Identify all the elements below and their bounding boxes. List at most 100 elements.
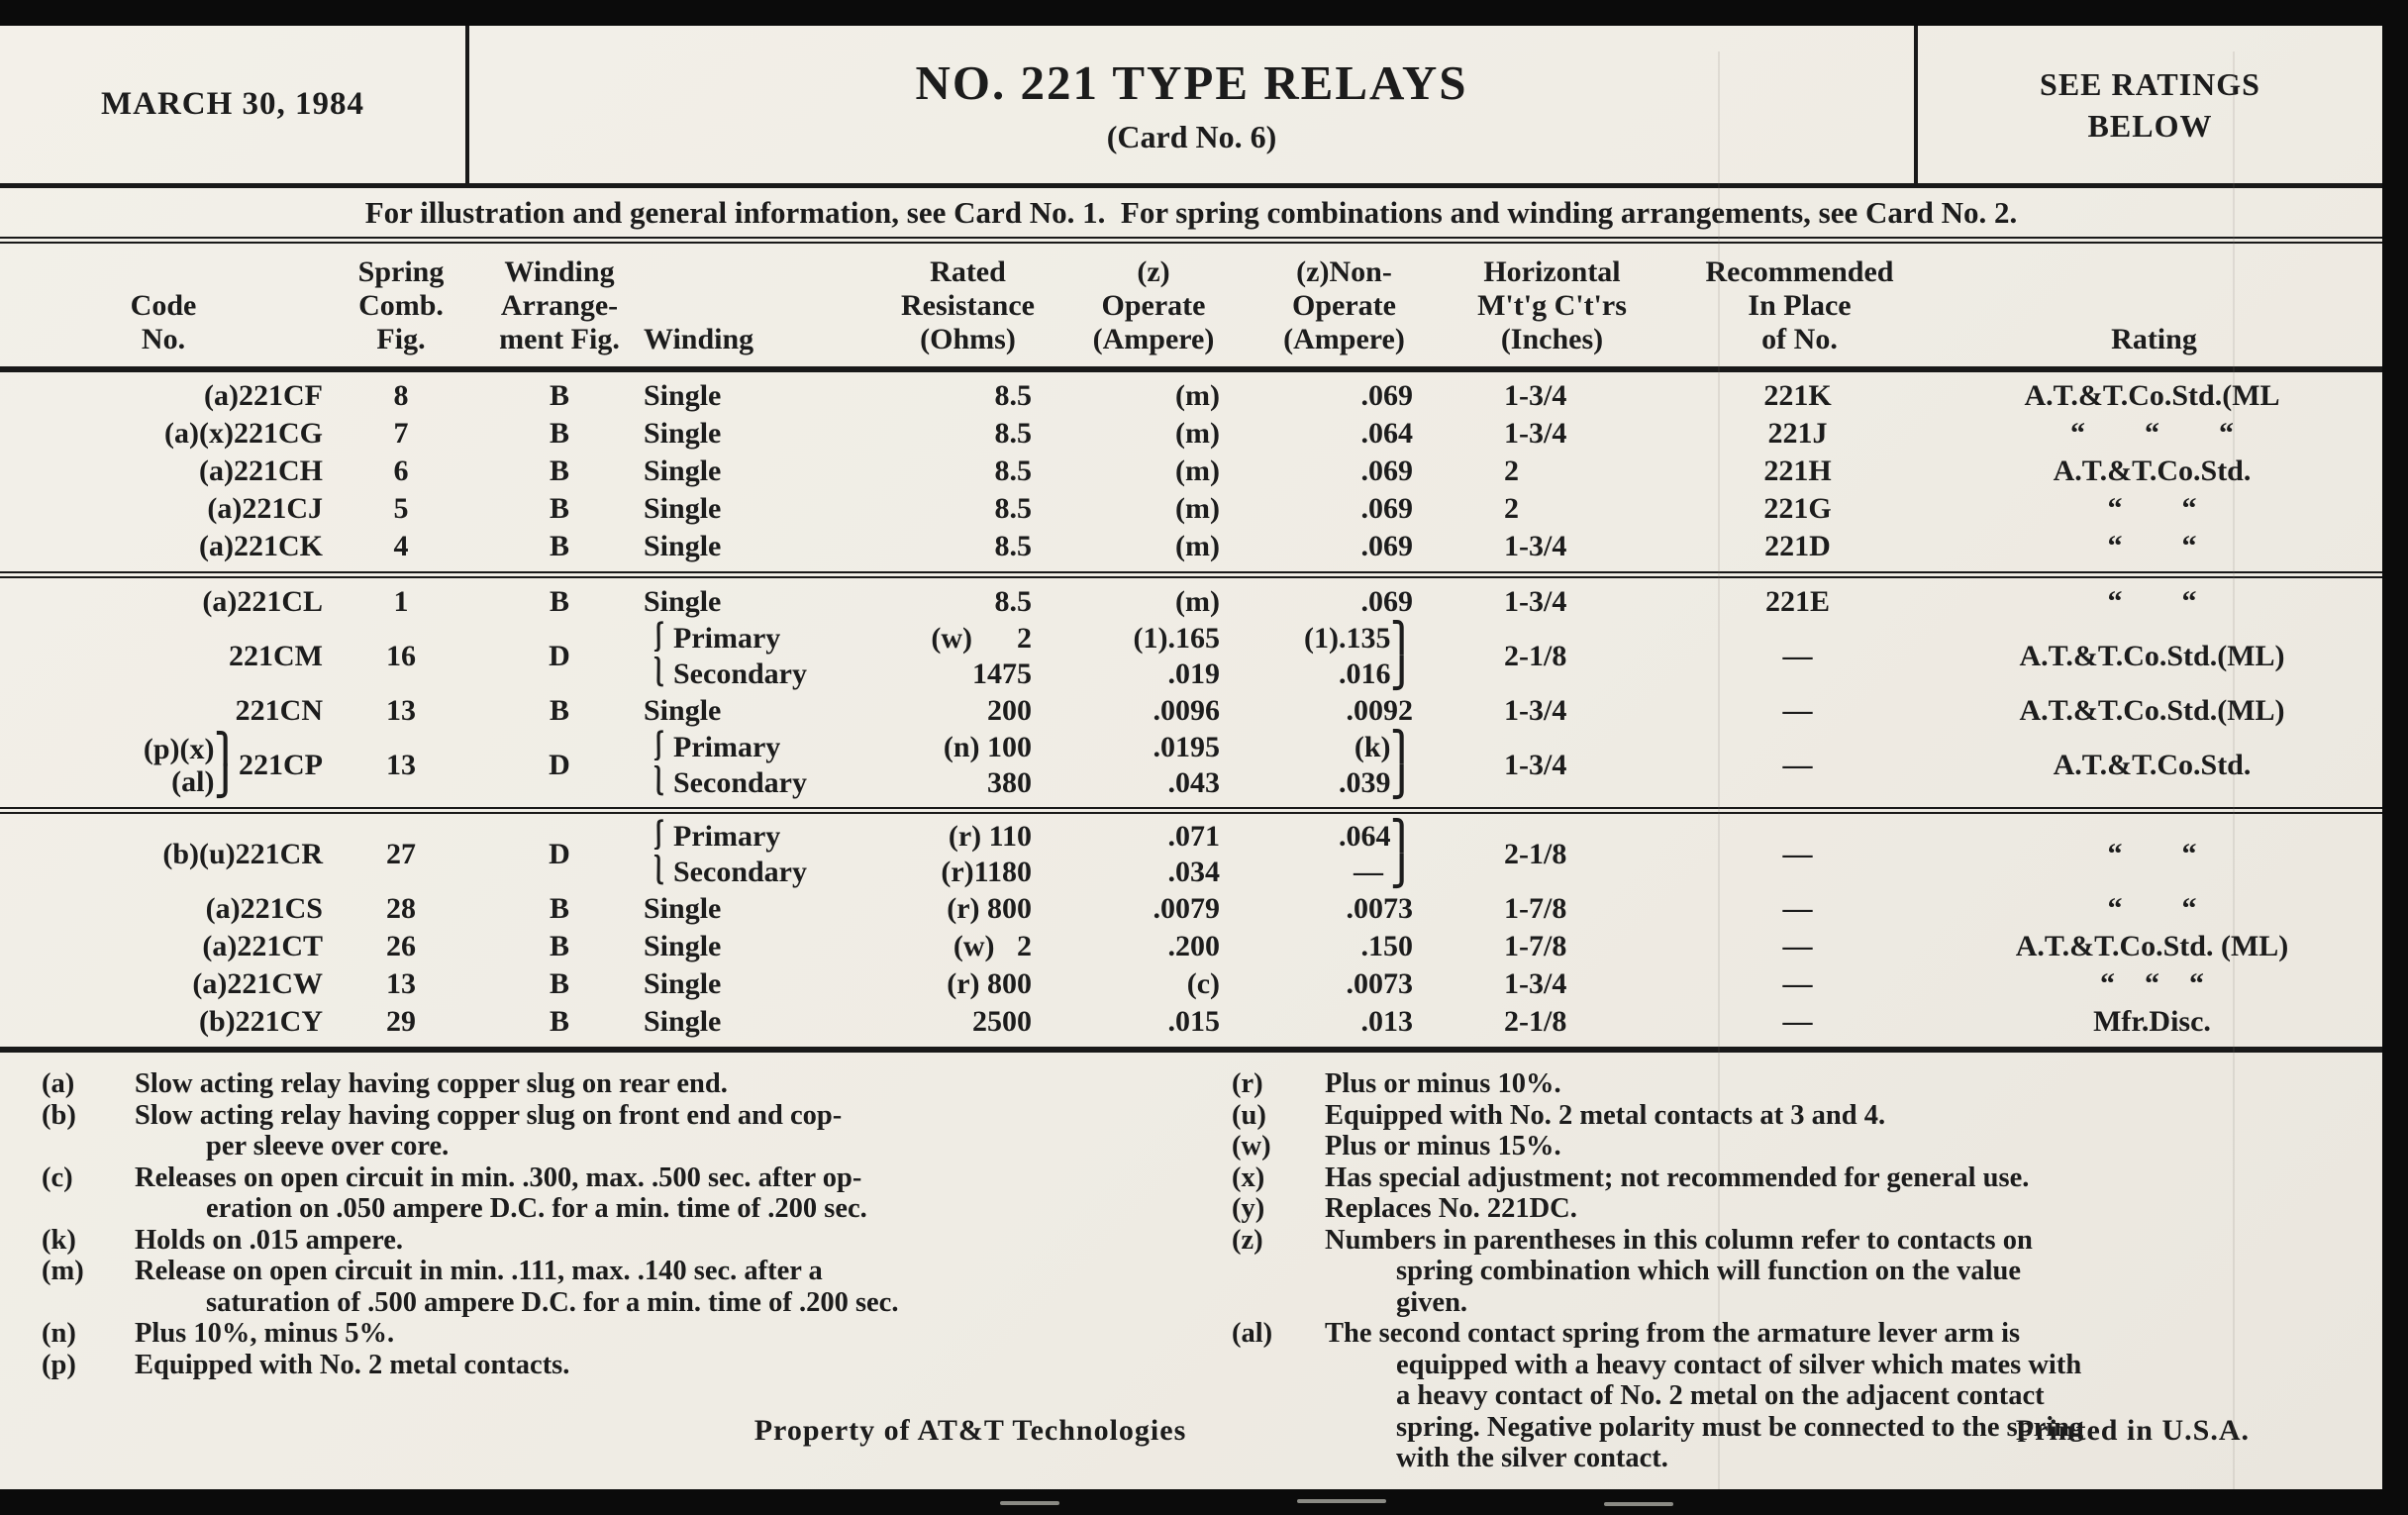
footnote-label: (w) xyxy=(1232,1131,1271,1162)
scan-speck xyxy=(1297,1499,1386,1503)
operate-cell: (m) xyxy=(1175,585,1220,618)
footnote-item: (r) Plus or minus 10%. xyxy=(1232,1068,2349,1100)
col-header-code: Code No. xyxy=(130,289,197,355)
rating-cell: Mfr.Disc. xyxy=(2093,1005,2211,1038)
col-header-operate: (z) Operate (Ampere) xyxy=(1092,255,1215,355)
card-title: NO. 221 TYPE RELAYS xyxy=(915,54,1468,110)
col-header-winding: Winding xyxy=(644,323,754,355)
nonoperate-cell: (1).135⎫ .016⎭ xyxy=(1304,622,1413,690)
ratings-note: SEE RATINGS BELOW xyxy=(2040,65,2260,144)
ratings-note-cell: SEE RATINGS BELOW xyxy=(1918,26,2382,183)
spring-cell: 13 xyxy=(386,967,416,1000)
footnote-text: Plus or minus 10%. xyxy=(1325,1068,1561,1099)
relay-card: MARCH 30, 1984 NO. 221 TYPE RELAYS (Card… xyxy=(0,26,2382,1515)
card-footer: Property of AT&T Technologies Printed in… xyxy=(0,1414,2357,1454)
footer-printed-text: Printed in U.S.A. xyxy=(2015,1414,2250,1447)
resistance-cell: (r) 110 (r)1180 xyxy=(941,820,1032,888)
table-row: (a)221CT 26 B Single (w) 2 .200 .150 1-7… xyxy=(0,928,2382,965)
horizontal-cell: 1-3/4 xyxy=(1504,530,1567,562)
footnote-label: (al) xyxy=(1232,1318,1273,1349)
horizontal-cell: 2-1/8 xyxy=(1504,640,1567,672)
nonoperate-cell: .0092 xyxy=(1346,694,1414,727)
table-row: (a)221CH 6 B Single 8.5 (m) .069 2 221H … xyxy=(0,453,2382,490)
spring-cell: 27 xyxy=(386,838,416,870)
operate-cell: .071 .034 xyxy=(1167,820,1221,888)
rating-cell: “ “ “ xyxy=(2070,417,2234,450)
operate-cell: .0079 xyxy=(1153,892,1221,925)
resistance-cell: (n) 100 380 xyxy=(943,731,1032,799)
rating-cell: A.T.&T.Co.Std. (ML) xyxy=(2015,930,2289,962)
code-cell: (a)221CF xyxy=(204,379,323,412)
operate-cell: (1).165 .019 xyxy=(1133,622,1220,690)
spring-cell: 28 xyxy=(386,892,416,925)
operate-cell: .200 xyxy=(1167,930,1221,962)
footnote-item: (x) Has special adjustment; not recommend… xyxy=(1232,1162,2349,1194)
code-cell: 221CM xyxy=(229,640,323,672)
recommended-cell: — xyxy=(1782,838,1813,870)
winding-cell: Single xyxy=(644,530,722,562)
footnote-text: Has special adjustment; not recommended … xyxy=(1325,1162,2030,1193)
code-cell: (a)221CH xyxy=(199,454,323,487)
resistance-cell: 200 xyxy=(987,694,1032,727)
table-bottom-rule xyxy=(0,1047,2382,1053)
winding-cell: ⎰Primary ⎱Secondary xyxy=(644,820,807,888)
info-text: For illustration and general information… xyxy=(364,194,2018,230)
spring-cell: 6 xyxy=(393,454,409,487)
code-cell: (a)221CL xyxy=(202,585,323,618)
rating-cell: A.T.&T.Co.Std.(ML) xyxy=(2019,640,2285,672)
winding-cell: Single xyxy=(644,417,722,450)
code-cell: (b)(u)221CR xyxy=(162,838,323,870)
operate-cell: (m) xyxy=(1175,379,1220,412)
table-row: (b)221CY 29 B Single 2500 .015 .013 2-1/… xyxy=(0,1003,2382,1041)
rating-cell: A.T.&T.Co.Std.(ML) xyxy=(2019,694,2285,727)
footnote-text: Plus or minus 15%. xyxy=(1325,1131,1561,1162)
card-header: MARCH 30, 1984 NO. 221 TYPE RELAYS (Card… xyxy=(0,26,2382,188)
arrangement-cell: B xyxy=(549,1005,569,1038)
arrangement-cell: B xyxy=(549,930,569,962)
winding-cell: Single xyxy=(644,492,722,525)
nonoperate-cell: .069 xyxy=(1360,454,1414,487)
footnote-label: (b) xyxy=(42,1099,76,1131)
nonoperate-cell: .064⎫ — ⎭ xyxy=(1339,820,1413,888)
nonoperate-cell: .013 xyxy=(1360,1005,1414,1038)
operate-cell: (m) xyxy=(1175,417,1220,450)
recommended-cell: — xyxy=(1782,749,1813,781)
spring-cell: 7 xyxy=(393,417,409,450)
table-group: (a)221CL 1 B Single 8.5 (m) .069 1-3/4 2… xyxy=(0,578,2382,807)
footnote-item: (a) Slow acting relay having copper slug … xyxy=(42,1068,1158,1100)
rating-cell: A.T.&T.Co.Std. xyxy=(2053,454,2252,487)
table-row: 221CM 16 D ⎰Primary ⎱Secondary (w) 2 147… xyxy=(0,621,2382,692)
winding-cell: Single xyxy=(644,892,722,925)
operate-cell: (m) xyxy=(1175,492,1220,525)
resistance-cell: (w) 2 xyxy=(953,930,1032,962)
nonoperate-cell: .0073 xyxy=(1346,892,1414,925)
footnote-item: (al) The second contact spring from the a… xyxy=(1232,1318,2349,1474)
table-row: (a)(x)221CG 7 B Single 8.5 (m) .064 1-3/… xyxy=(0,415,2382,453)
nonoperate-cell: .150 xyxy=(1360,930,1414,962)
footnote-label: (p) xyxy=(42,1349,76,1380)
scan-bottom-band xyxy=(0,1489,2408,1515)
footnote-text: Numbers in parentheses in this column re… xyxy=(1325,1224,2033,1318)
footnote-item: (w) Plus or minus 15%. xyxy=(1232,1131,2349,1162)
winding-cell: Single xyxy=(644,694,722,727)
col-header-resistance: Rated Resistance (Ohms) xyxy=(901,255,1035,355)
col-header-horizontal: Horizontal M't'g C't'rs (Inches) xyxy=(1477,255,1627,355)
title-cell: NO. 221 TYPE RELAYS (Card No. 6) xyxy=(465,26,1918,183)
operate-cell: .015 xyxy=(1167,1005,1221,1038)
footnote-item: (c) Releases on open circuit in min. .300… xyxy=(42,1162,1158,1225)
horizontal-cell: 1-7/8 xyxy=(1504,930,1567,962)
col-header-recommended: Recommended In Place of No. xyxy=(1705,255,1894,355)
footnote-label: (y) xyxy=(1232,1193,1265,1224)
nonoperate-cell: .064 xyxy=(1360,417,1414,450)
code-cell: 221CP xyxy=(239,749,323,781)
nonoperate-cell: (k)⎫ .039⎭ xyxy=(1339,731,1413,799)
arrangement-cell: B xyxy=(549,454,569,487)
table-row: (p)(x)⎫ (al)⎭ 221CP 13 D ⎰Primary ⎱Second… xyxy=(0,730,2382,801)
arrangement-cell: B xyxy=(549,892,569,925)
table-header-row: Code No. Spring Comb. Fig. Winding Arran… xyxy=(0,244,2382,372)
winding-cell: Single xyxy=(644,1005,722,1038)
recommended-cell: — xyxy=(1782,930,1813,962)
arrangement-cell: B xyxy=(549,417,569,450)
footnotes-left-column: (a) Slow acting relay having copper slug … xyxy=(42,1068,1158,1474)
recommended-cell: 221G xyxy=(1763,492,1832,525)
